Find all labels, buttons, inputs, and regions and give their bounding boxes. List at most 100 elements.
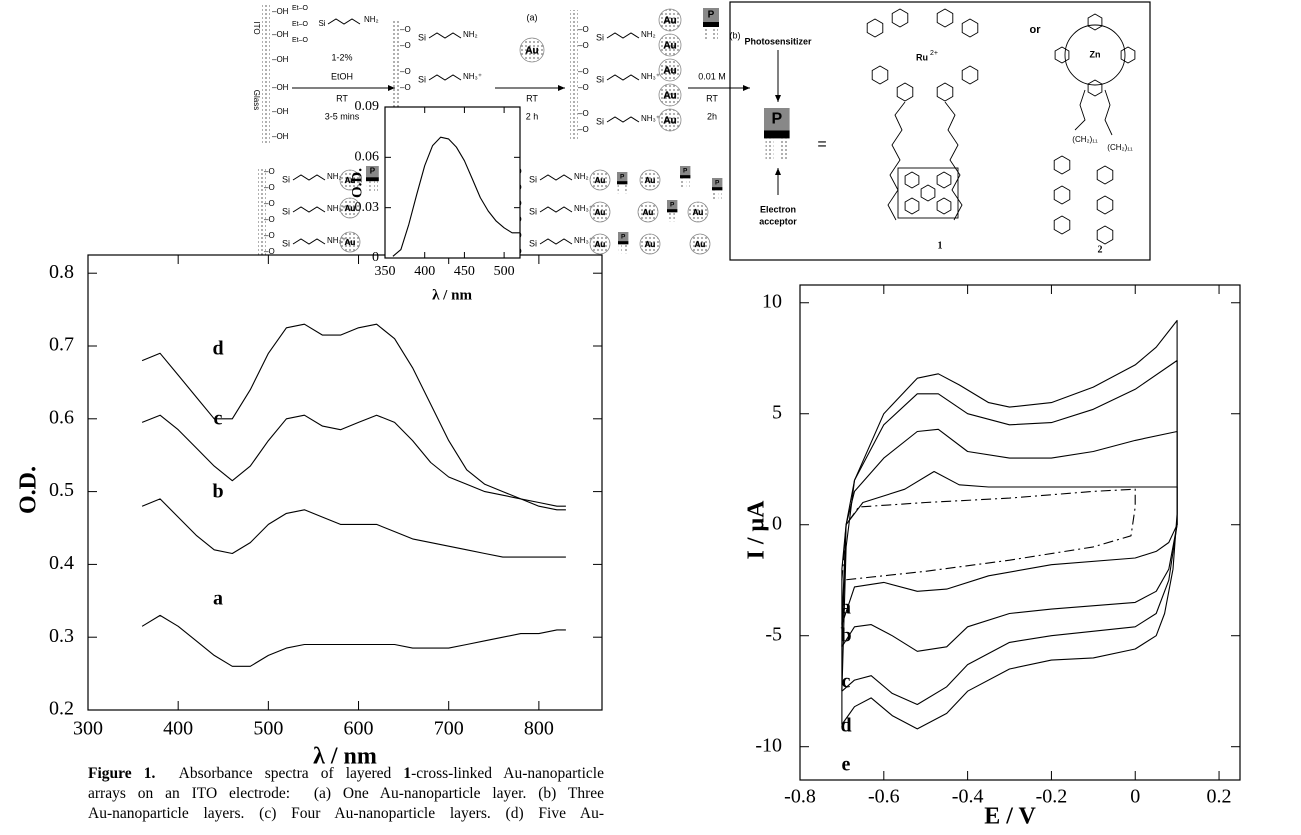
alkyl-chain [539, 238, 573, 245]
label: NH₂ [327, 172, 342, 181]
caption-text: 1 [403, 765, 412, 782]
substrate [262, 5, 270, 145]
label: Au [595, 208, 606, 217]
ether-chain [887, 101, 906, 221]
label: –OH [272, 132, 289, 141]
linker [667, 209, 678, 213]
label: Au [663, 66, 676, 77]
x-tick-label: 300 [73, 718, 103, 740]
x-tick-label: -0.6 [868, 786, 900, 808]
legend-box [729, 1, 1151, 261]
caption-text: Absorbance spectra of layered [155, 765, 404, 782]
au-particle [639, 169, 661, 191]
label: P [621, 233, 626, 240]
label: NH₃⁺ [463, 72, 482, 81]
label: –O [400, 67, 411, 76]
alkyl-chain [539, 206, 573, 213]
ring [1096, 225, 1114, 245]
alkyl-chain [606, 116, 640, 123]
label: Si [596, 116, 604, 126]
cyclophane [897, 167, 959, 219]
label: Si [418, 32, 426, 42]
ring [961, 65, 979, 85]
label: Si [418, 74, 426, 84]
sensitizer [703, 8, 719, 22]
label: NH₂ [641, 30, 656, 39]
alkyl-chain [606, 74, 640, 81]
au-particle [589, 169, 611, 191]
alkyl-chain [1104, 89, 1113, 136]
linker [680, 175, 691, 179]
x-axis-title: λ / nm [432, 287, 472, 303]
x-tick-label: 500 [494, 264, 515, 279]
label: (a) [527, 12, 538, 22]
acceptor [623, 184, 627, 194]
alkyl-chain [1074, 89, 1086, 131]
label: P [771, 110, 782, 127]
acceptor [618, 244, 622, 254]
x-tick-label: -0.8 [784, 786, 816, 808]
x-tick-label: 600 [344, 718, 374, 740]
caption-line: Figure 1. Absorbance spectra of layered … [88, 764, 604, 784]
au-particle [339, 231, 361, 253]
ring [1087, 79, 1103, 97]
series-label: a [841, 597, 851, 619]
label: Au [345, 204, 356, 213]
x-tick-label: 450 [454, 264, 475, 279]
ring [1087, 13, 1103, 31]
label: –O [264, 183, 275, 192]
alkyl-chain [539, 174, 573, 181]
x-tick-label: 0.2 [1207, 786, 1232, 808]
linker [703, 22, 719, 27]
label: P [620, 173, 625, 180]
label: (CH₂)₁₁ [1107, 143, 1133, 152]
au-particle [639, 233, 661, 255]
alkyl-chain [428, 74, 462, 81]
x-tick-label: 0 [1130, 786, 1140, 808]
ring [936, 197, 952, 215]
alkyl-chain [428, 32, 462, 39]
y-tick-label: 0.8 [49, 261, 74, 283]
porphyrin [1064, 24, 1126, 86]
label: Au [693, 208, 704, 217]
substrate [570, 10, 578, 140]
y-axis-title: O.D. [349, 168, 365, 198]
au-particle [658, 83, 682, 107]
x-axis-title: E / V [984, 804, 1036, 830]
label: or [1030, 24, 1042, 36]
label: 2 [1098, 244, 1103, 255]
label: –O [578, 83, 589, 92]
label: –O [400, 41, 411, 50]
acceptor [617, 184, 621, 194]
label: RT [336, 93, 348, 103]
label: Ru [916, 52, 928, 62]
label: –O [578, 25, 589, 34]
label: Si [318, 19, 325, 28]
ring [896, 82, 914, 102]
sensitizer [667, 200, 678, 210]
y-tick-label: 0.2 [49, 698, 74, 720]
series-label: b [212, 481, 223, 503]
sensitizer [712, 178, 723, 188]
alkyl-chain [292, 238, 326, 245]
y-tick-label: 10 [762, 290, 782, 312]
ring [1054, 46, 1070, 64]
label: P [715, 179, 720, 186]
label: 0.01 M [698, 71, 726, 81]
acceptor [712, 190, 716, 200]
label: Au [663, 91, 676, 102]
y-tick-label: 0.3 [49, 625, 74, 647]
label: NH₃⁺ [574, 204, 593, 213]
caption-text: Au-nanoparticle layers. (c) Four Au-nano… [88, 805, 604, 822]
series-line [841, 359, 1178, 706]
series-line [141, 498, 566, 558]
caption-text: arrays on an ITO electrode: (a) One Au-n… [88, 785, 604, 802]
series-label: e [842, 754, 851, 776]
label: NH₃⁺ [574, 236, 593, 245]
au-particle [519, 37, 545, 63]
label: 3-5 mins [325, 111, 360, 121]
acceptor [680, 178, 684, 188]
ring [920, 184, 936, 202]
